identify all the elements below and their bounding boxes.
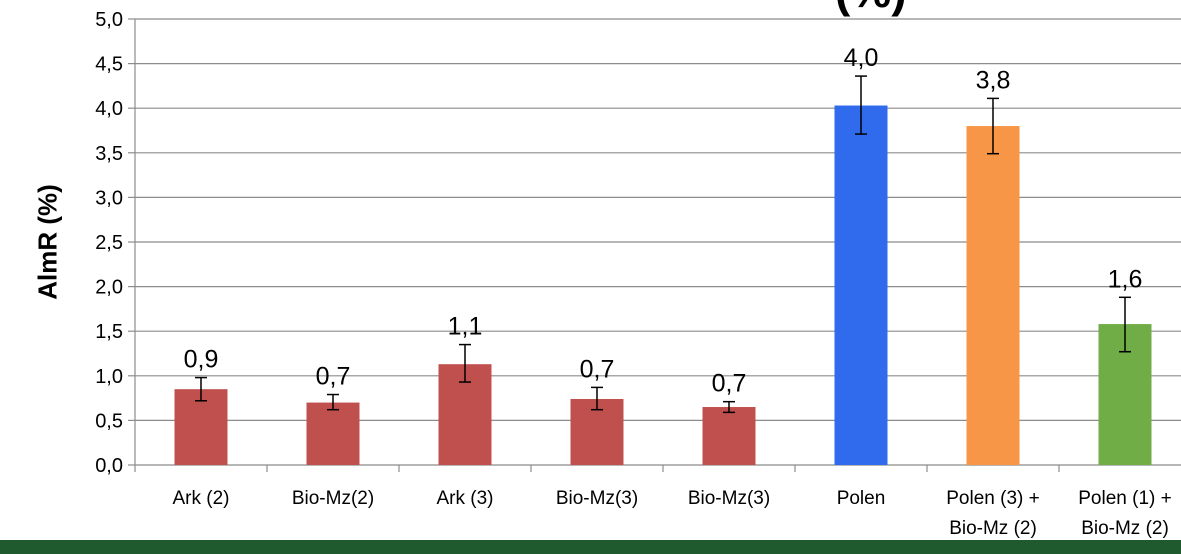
value-label: 3,8 <box>976 66 1011 94</box>
bar <box>834 105 888 466</box>
footer-band <box>0 540 1181 554</box>
bar <box>306 402 360 465</box>
bar <box>966 126 1020 465</box>
value-labels: 0,9 0,7 1,1 0,7 0,7 4,0 3,8 1,6 <box>184 44 1143 398</box>
x-tick-label: Bio-Mz(3) <box>556 488 638 509</box>
value-label: 0,7 <box>580 355 615 383</box>
value-label: 0,7 <box>712 370 747 398</box>
y-tick-label: 3,5 <box>95 143 123 165</box>
bar <box>174 389 228 465</box>
y-tick-label: 2,5 <box>95 232 123 254</box>
axes <box>128 18 1181 472</box>
value-label: 1,6 <box>1108 265 1143 293</box>
x-tick-label: Polen (3) + <box>946 488 1039 509</box>
y-tick-label: 4,5 <box>95 54 123 76</box>
x-tick-label: Polen <box>837 488 886 509</box>
value-label: 4,0 <box>844 44 879 72</box>
y-tick-label: 4,0 <box>95 98 123 120</box>
x-tick-label: Bio-Mz (2) <box>949 518 1037 539</box>
y-tick-label: 2,0 <box>95 277 123 299</box>
y-tick-label: 3,0 <box>95 187 123 209</box>
bars <box>174 105 1152 466</box>
error-bars <box>195 75 1131 414</box>
x-tick-label: Ark (3) <box>437 488 494 509</box>
x-tick-label: Ark (2) <box>173 488 230 509</box>
chart-title: (%) <box>835 0 907 18</box>
value-label: 1,1 <box>448 313 483 341</box>
value-label: 0,7 <box>316 363 351 391</box>
y-tick-label: 1,0 <box>95 366 123 388</box>
y-tick-label: 1,5 <box>95 321 123 343</box>
y-axis-label: AlmR (%) <box>32 184 63 300</box>
x-tick-label: Bio-Mz (2) <box>1081 518 1169 539</box>
y-tick-labels: 0,0 0,5 1,0 1,5 2,0 2,5 3,0 3,5 4,0 4,5 5,0 <box>95 9 123 477</box>
y-tick-label: 0,0 <box>95 455 123 477</box>
x-tick-labels: Ark (2) Bio-Mz(2) Ark (3) Bio-Mz(3) Bio-Mz(3… <box>173 488 1172 539</box>
gridlines <box>135 18 1181 421</box>
y-tick-label: 0,5 <box>95 410 123 432</box>
bar <box>702 407 756 465</box>
y-tick-label: 5,0 <box>95 9 123 31</box>
x-tick-label: Bio-Mz(3) <box>688 488 770 509</box>
value-label: 0,9 <box>184 346 219 374</box>
x-tick-label: Polen (1) + <box>1078 488 1171 509</box>
x-tick-label: Bio-Mz(2) <box>292 488 374 509</box>
